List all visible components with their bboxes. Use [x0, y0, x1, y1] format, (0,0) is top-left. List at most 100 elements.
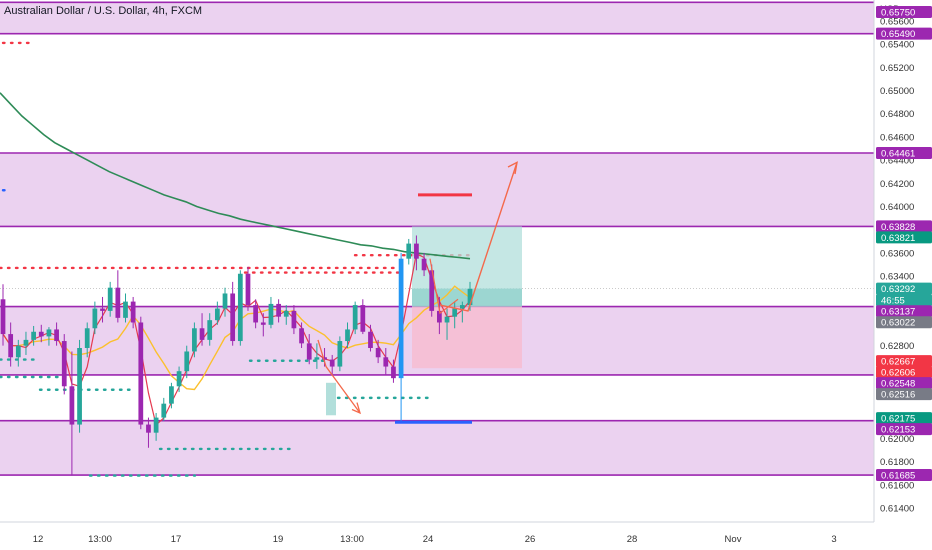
- candle-18[interactable]: [138, 316, 144, 430]
- candle-22[interactable]: [169, 382, 174, 409]
- y-tick-5: 0.64600: [880, 132, 914, 143]
- candle-24[interactable]: [184, 345, 190, 379]
- candle-17[interactable]: [130, 296, 136, 329]
- candle-21[interactable]: [161, 397, 167, 422]
- candle-30[interactable]: [230, 281, 236, 346]
- candle-body-32: [245, 273, 251, 306]
- candle-body-14: [107, 287, 113, 311]
- candle-7[interactable]: [54, 322, 59, 346]
- x-tick-0: 12: [33, 534, 44, 545]
- candle-14[interactable]: [107, 281, 113, 317]
- x-tick-8: Nov: [725, 534, 742, 545]
- candle-body-7: [54, 329, 59, 342]
- candle-body-36: [276, 303, 281, 317]
- candle-32[interactable]: [245, 266, 251, 311]
- candle-3[interactable]: [23, 331, 29, 355]
- candle-58[interactable]: [444, 308, 450, 340]
- price-badge-label-7: 0.63137: [881, 307, 915, 318]
- candle-31[interactable]: [237, 270, 243, 346]
- candle-41[interactable]: [314, 343, 320, 369]
- candle-34[interactable]: [260, 313, 266, 337]
- candle-body-60: [459, 305, 465, 309]
- candle-15[interactable]: [115, 270, 121, 323]
- candle-27[interactable]: [207, 313, 213, 346]
- price-badge-bg-11: [876, 377, 932, 390]
- candle-11[interactable]: [84, 322, 90, 358]
- candle-10[interactable]: [77, 339, 82, 433]
- candle-6[interactable]: [46, 327, 52, 346]
- price-badge-bg-15: [876, 469, 932, 482]
- y-tick-14: 0.62800: [880, 341, 914, 352]
- candle-50[interactable]: [383, 348, 389, 375]
- price-badge-bg-8: [876, 316, 932, 329]
- candle-19[interactable]: [146, 417, 151, 448]
- price-badge-label-2: 0.64461: [881, 149, 915, 160]
- candle-body-57: [437, 310, 442, 323]
- candle-48[interactable]: [368, 324, 373, 352]
- candle-25[interactable]: [192, 322, 197, 358]
- candle-57[interactable]: [437, 296, 442, 335]
- candle-44[interactable]: [337, 336, 343, 372]
- y-tick-1: 0.65400: [880, 40, 914, 51]
- candle-9[interactable]: [69, 351, 75, 476]
- candle-body-41: [314, 357, 320, 360]
- price-badge-bg-13: [876, 412, 932, 425]
- candle-23[interactable]: [176, 366, 182, 393]
- price-badge-label-4: 0.63821: [881, 233, 915, 244]
- candle-20[interactable]: [153, 412, 159, 441]
- candle-12[interactable]: [92, 301, 98, 335]
- price-badge-label-1: 0.65490: [881, 29, 915, 40]
- y-tick-6: 0.64400: [880, 156, 914, 167]
- candle-36[interactable]: [276, 299, 281, 323]
- price-badge-label-0: 0.65750: [881, 8, 915, 19]
- candle-body-30: [230, 293, 236, 342]
- candle-13[interactable]: [100, 296, 105, 323]
- candle-body-47: [360, 305, 366, 332]
- candle-43[interactable]: [329, 354, 335, 375]
- candle-35[interactable]: [268, 296, 274, 329]
- candle-47[interactable]: [360, 299, 366, 335]
- price-badge-bg-12: [876, 388, 932, 401]
- candle-45[interactable]: [345, 322, 350, 348]
- candle-8[interactable]: [61, 334, 67, 395]
- candle-2[interactable]: [15, 339, 21, 367]
- candle-body-43: [329, 359, 335, 367]
- candle-60[interactable]: [459, 301, 465, 323]
- candle-body-31: [237, 273, 243, 342]
- zone-0: [0, 2, 874, 34]
- y-tick-8: 0.64000: [880, 202, 914, 213]
- candle-0[interactable]: [0, 284, 6, 346]
- candle-49[interactable]: [375, 339, 381, 364]
- candle-40[interactable]: [306, 334, 312, 365]
- candle-28[interactable]: [214, 301, 220, 325]
- candle-body-29: [222, 293, 228, 309]
- candle-16[interactable]: [123, 293, 128, 323]
- price-badge-bg-7: [876, 305, 932, 318]
- candle-1[interactable]: [8, 322, 14, 367]
- candle-56[interactable]: [429, 264, 435, 317]
- candle-39[interactable]: [299, 322, 304, 348]
- x-tick-6: 26: [525, 534, 536, 545]
- price-axis-bg: [874, 0, 932, 550]
- candle-52[interactable]: [398, 252, 404, 422]
- candle-29[interactable]: [222, 287, 228, 317]
- candle-59[interactable]: [452, 301, 458, 329]
- candle-53[interactable]: [406, 238, 412, 265]
- candle-55[interactable]: [421, 252, 427, 277]
- candle-33[interactable]: [253, 299, 259, 329]
- candle-38[interactable]: [291, 305, 297, 335]
- price-badge-15: 0.61685: [876, 469, 932, 482]
- candle-4[interactable]: [31, 325, 36, 346]
- candle-5[interactable]: [38, 324, 44, 343]
- candle-26[interactable]: [199, 313, 205, 346]
- x-tick-4: 13:00: [340, 534, 364, 545]
- candle-54[interactable]: [414, 235, 419, 271]
- price-badge-label-13: 0.62175: [881, 414, 915, 425]
- candle-46[interactable]: [352, 301, 358, 335]
- price-badge-bg-5: [876, 282, 932, 295]
- y-tick-2: 0.65200: [880, 63, 914, 74]
- candle-51[interactable]: [391, 359, 396, 383]
- candle-37[interactable]: [283, 305, 289, 325]
- candle-body-58: [444, 316, 450, 323]
